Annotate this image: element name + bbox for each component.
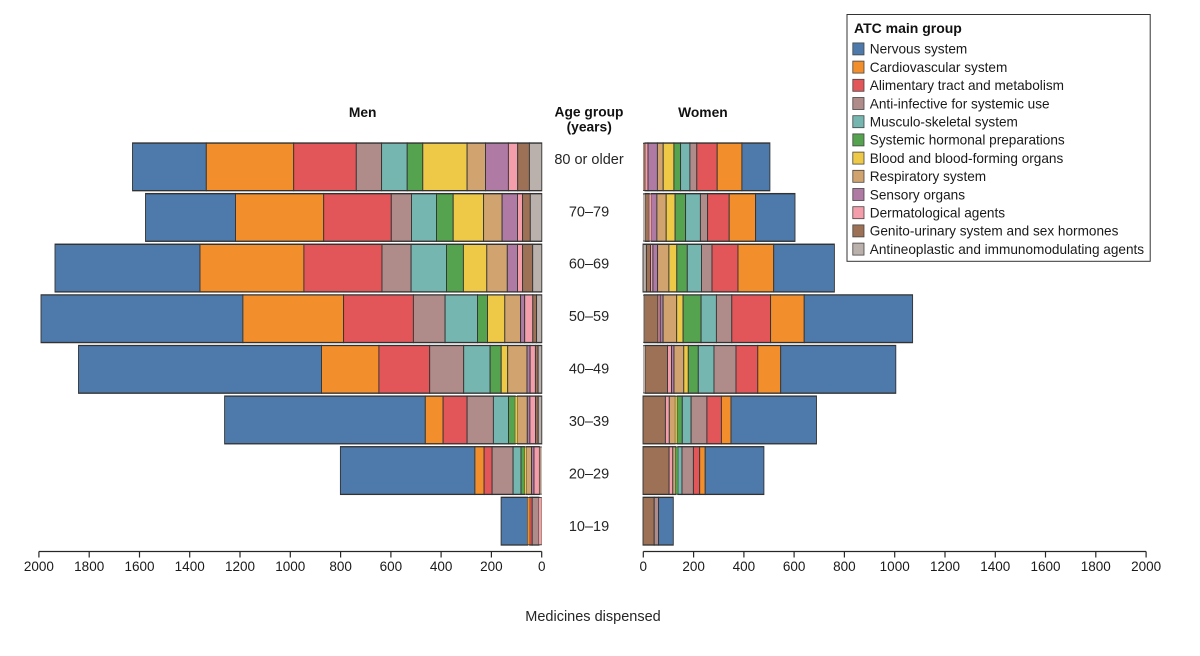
svg-text:20–29: 20–29 bbox=[569, 466, 609, 482]
svg-text:2000: 2000 bbox=[24, 559, 54, 574]
svg-text:10–19: 10–19 bbox=[569, 519, 609, 535]
svg-text:Genito-urinary system and sex: Genito-urinary system and sex hormones bbox=[870, 224, 1119, 239]
svg-text:1200: 1200 bbox=[930, 559, 960, 574]
svg-text:60–69: 60–69 bbox=[569, 257, 609, 273]
svg-text:400: 400 bbox=[430, 559, 453, 574]
svg-text:Alimentary tract and metabolis: Alimentary tract and metabolism bbox=[870, 78, 1064, 93]
svg-text:800: 800 bbox=[329, 559, 352, 574]
svg-text:Musculo-skeletal system: Musculo-skeletal system bbox=[870, 115, 1018, 130]
svg-text:Dermatological agents: Dermatological agents bbox=[870, 206, 1005, 221]
svg-text:(years): (years) bbox=[567, 119, 612, 134]
svg-text:Medicines dispensed: Medicines dispensed bbox=[525, 609, 660, 625]
svg-text:1400: 1400 bbox=[980, 559, 1010, 574]
svg-text:40–49: 40–49 bbox=[569, 362, 609, 378]
svg-text:1600: 1600 bbox=[124, 559, 154, 574]
svg-text:400: 400 bbox=[733, 559, 756, 574]
svg-text:0: 0 bbox=[640, 559, 648, 574]
svg-text:200: 200 bbox=[480, 559, 503, 574]
svg-text:1200: 1200 bbox=[225, 559, 255, 574]
svg-text:Anti-infective for systemic us: Anti-infective for systemic use bbox=[870, 96, 1050, 111]
svg-text:600: 600 bbox=[783, 559, 806, 574]
svg-text:800: 800 bbox=[833, 559, 856, 574]
svg-text:Cardiovascular system: Cardiovascular system bbox=[870, 60, 1008, 75]
svg-text:1800: 1800 bbox=[74, 559, 104, 574]
svg-text:2000: 2000 bbox=[1131, 559, 1161, 574]
svg-text:ATC main group: ATC main group bbox=[854, 20, 962, 36]
svg-text:80 or older: 80 or older bbox=[554, 152, 623, 168]
svg-text:600: 600 bbox=[380, 559, 403, 574]
svg-text:Sensory organs: Sensory organs bbox=[870, 187, 965, 202]
svg-text:Antineoplastic and immunomodul: Antineoplastic and immunomodulating agen… bbox=[870, 242, 1145, 257]
svg-text:200: 200 bbox=[682, 559, 705, 574]
svg-text:Age group: Age group bbox=[555, 105, 624, 120]
svg-text:0: 0 bbox=[538, 559, 546, 574]
svg-text:Blood and blood-forming organs: Blood and blood-forming organs bbox=[870, 151, 1064, 166]
svg-text:Respiratory system: Respiratory system bbox=[870, 169, 986, 184]
svg-text:70–79: 70–79 bbox=[569, 204, 609, 220]
svg-text:Systemic hormonal preparations: Systemic hormonal preparations bbox=[870, 133, 1065, 148]
svg-text:1800: 1800 bbox=[1081, 559, 1111, 574]
svg-text:30–39: 30–39 bbox=[569, 414, 609, 430]
svg-text:Men: Men bbox=[349, 105, 377, 120]
svg-text:1400: 1400 bbox=[175, 559, 205, 574]
svg-text:1000: 1000 bbox=[880, 559, 910, 574]
svg-text:1600: 1600 bbox=[1030, 559, 1060, 574]
svg-text:Nervous system: Nervous system bbox=[870, 42, 967, 57]
svg-text:50–59: 50–59 bbox=[569, 309, 609, 325]
svg-text:1000: 1000 bbox=[275, 559, 305, 574]
svg-text:Women: Women bbox=[678, 105, 728, 120]
